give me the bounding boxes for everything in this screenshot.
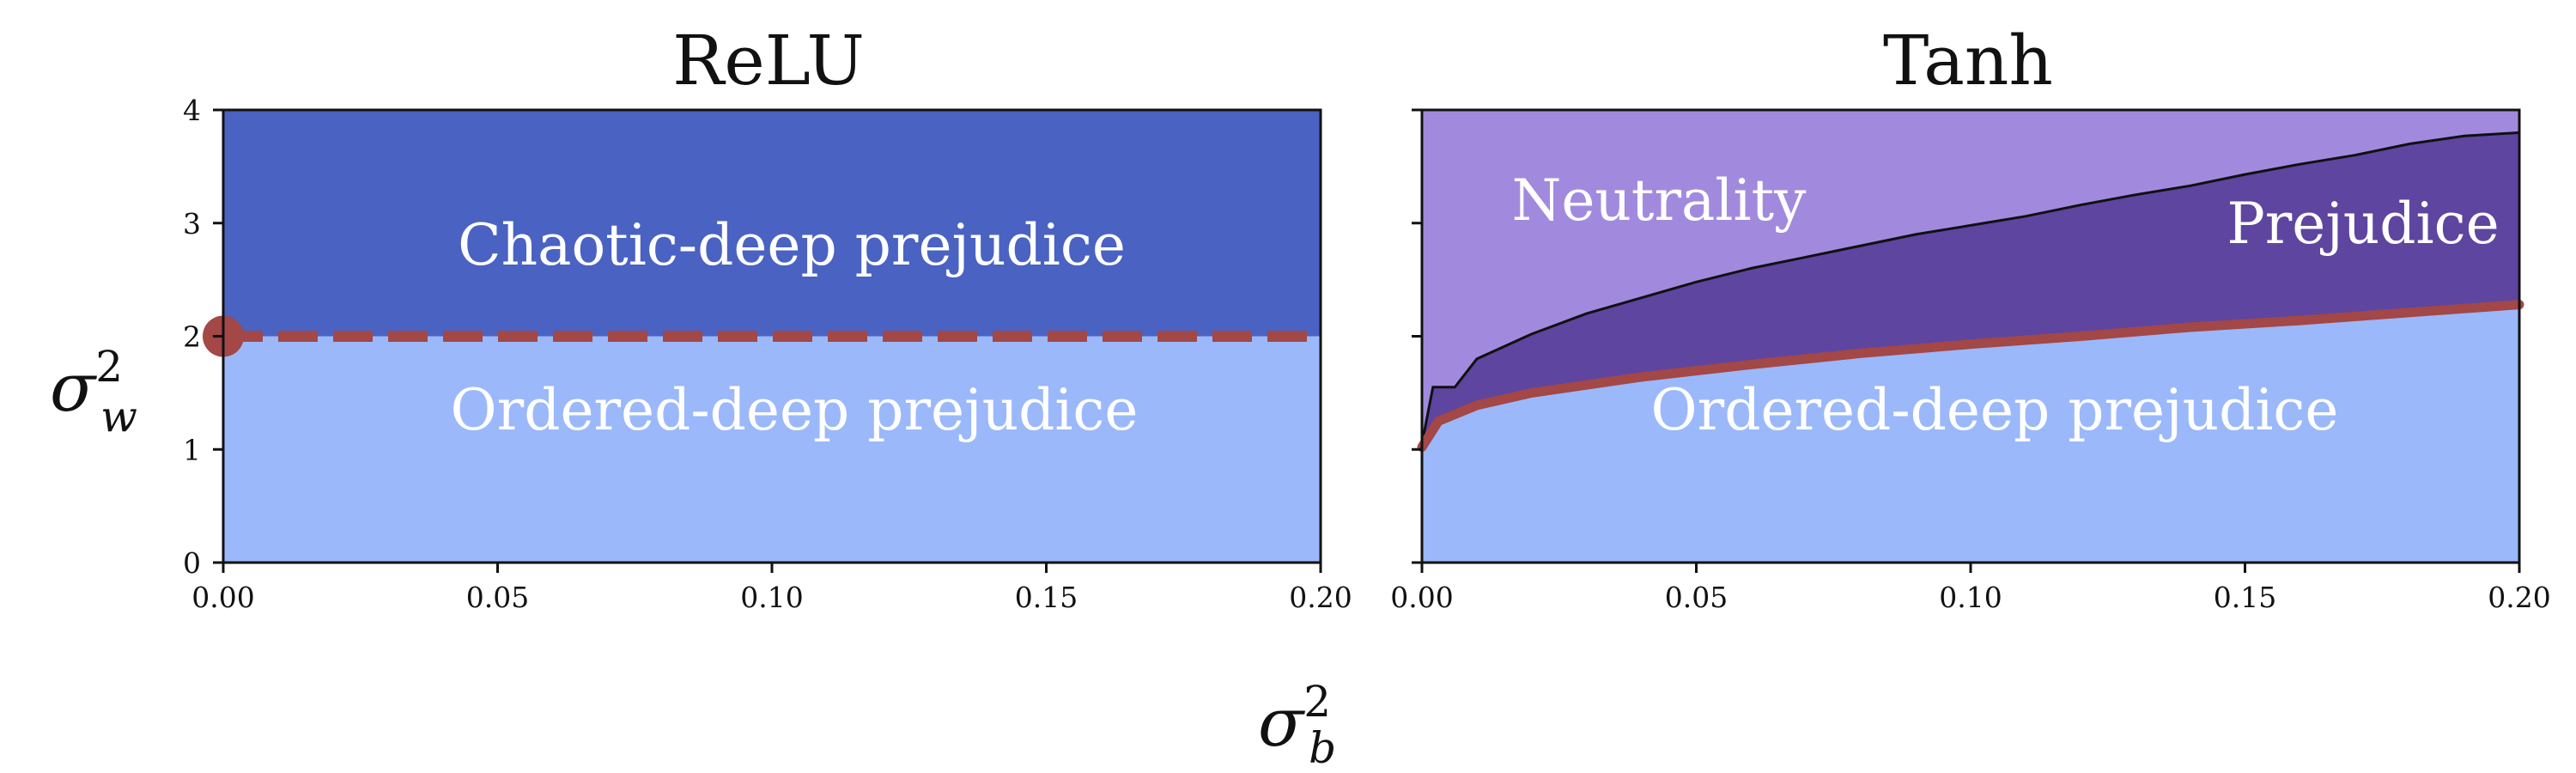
x-tick-label: 0.20: [1289, 581, 1352, 614]
y-axis-label: σ2 w: [50, 342, 137, 441]
relu-region-label-upper: Chaotic-deep prejudice: [458, 212, 1126, 278]
y-tick-label: 0: [183, 546, 201, 580]
x-tick-label: 0.10: [740, 581, 803, 614]
y-tick-label: 1: [183, 433, 201, 466]
tanh-region-label-prejudice: Prejudice: [2227, 191, 2499, 257]
x-axis-label-superscript: 2: [1303, 677, 1331, 727]
x-tick-label: 0.05: [466, 581, 529, 614]
tanh-ordered-region: [1422, 304, 2519, 563]
y-axis-label-sigma: σ: [50, 350, 97, 427]
tanh-panel: Tanh Neutrality Prejudice Ordered-deep p…: [1390, 21, 2550, 614]
y-axis-label-superscript: 2: [95, 342, 123, 392]
x-axis-label: σ2 b: [1258, 677, 1336, 773]
tanh-region-label-ordered: Ordered-deep prejudice: [1651, 377, 2339, 443]
tanh-region-label-neutrality: Neutrality: [1512, 167, 1807, 234]
x-tick-label: 0.15: [1015, 581, 1078, 614]
x-tick-label: 0.00: [1390, 581, 1453, 614]
y-axis-label-subscript: w: [100, 392, 137, 441]
x-axis-label-subscript: b: [1309, 723, 1336, 773]
relu-chaotic-region: [223, 110, 1321, 337]
relu-region-label-lower: Ordered-deep prejudice: [451, 377, 1139, 443]
relu-panel: ReLU Chaotic-deep prejudice Ordered-deep…: [183, 21, 1352, 614]
x-tick-label: 0.05: [1665, 581, 1728, 614]
y-tick-label: 4: [183, 94, 201, 127]
x-tick-label: 0.20: [2488, 581, 2550, 614]
x-axis-label-sigma: σ: [1258, 685, 1305, 762]
y-tick-label: 3: [183, 207, 201, 240]
x-tick-label: 0.00: [191, 581, 254, 614]
tanh-lower-boundary-line: [1417, 300, 2524, 453]
relu-title: ReLU: [672, 21, 865, 100]
x-tick-label: 0.10: [1939, 581, 2002, 614]
relu-ordered-region: [223, 336, 1321, 563]
tanh-upper-boundary-line: [1420, 131, 2520, 444]
x-tick-label: 0.15: [2214, 581, 2276, 614]
tanh-title: Tanh: [1883, 21, 2053, 100]
y-tick-label: 2: [183, 320, 201, 354]
